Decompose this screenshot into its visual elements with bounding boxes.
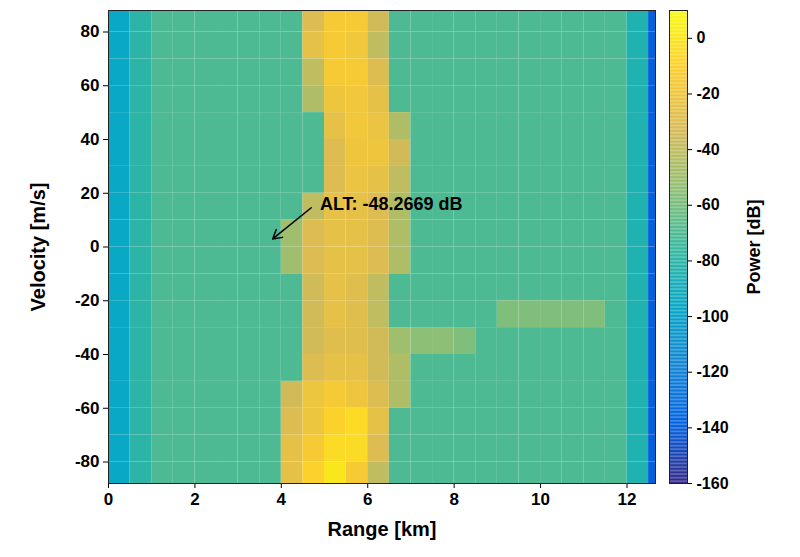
svg-text:0: 0 (90, 237, 99, 256)
svg-text:-100: -100 (697, 308, 729, 325)
svg-text:-20: -20 (75, 291, 100, 310)
svg-text:-80: -80 (697, 252, 720, 269)
svg-text:-20: -20 (697, 85, 720, 102)
svg-text:-40: -40 (75, 345, 100, 364)
svg-text:2: 2 (190, 490, 199, 509)
svg-text:-140: -140 (697, 419, 729, 436)
svg-text:40: 40 (81, 130, 100, 149)
svg-text:6: 6 (363, 490, 372, 509)
svg-text:-60: -60 (697, 196, 720, 213)
svg-text:8: 8 (449, 490, 458, 509)
svg-text:-60: -60 (75, 399, 100, 418)
svg-text:20: 20 (81, 184, 100, 203)
svg-text:-120: -120 (697, 363, 729, 380)
svg-text:Power [dB]: Power [dB] (744, 199, 764, 294)
svg-text:0: 0 (697, 29, 706, 46)
svg-text:80: 80 (81, 22, 100, 41)
svg-text:Range [km]: Range [km] (328, 518, 437, 540)
svg-text:10: 10 (531, 490, 550, 509)
svg-text:Velocity [m/s]: Velocity [m/s] (27, 183, 49, 312)
svg-text:ALT: -48.2669 dB: ALT: -48.2669 dB (320, 194, 463, 214)
svg-text:-80: -80 (75, 452, 100, 471)
svg-text:4: 4 (277, 490, 287, 509)
svg-text:60: 60 (81, 76, 100, 95)
svg-text:-160: -160 (697, 475, 729, 492)
svg-text:-40: -40 (697, 141, 720, 158)
svg-text:12: 12 (618, 490, 637, 509)
svg-text:0: 0 (104, 490, 113, 509)
